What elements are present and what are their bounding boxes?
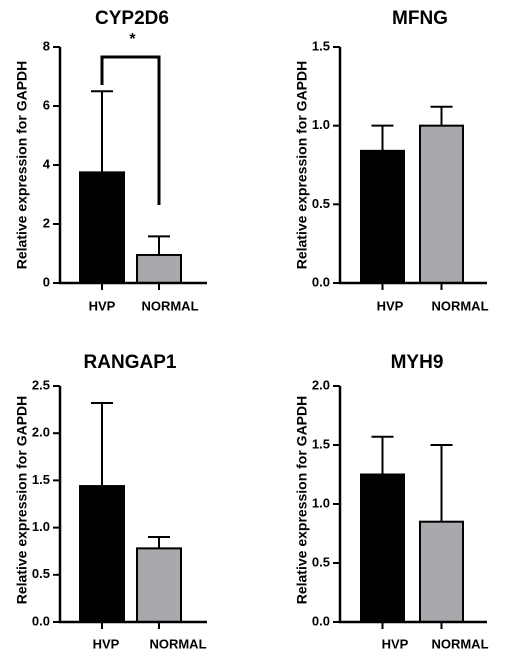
panel-title: MFNG [392, 8, 448, 29]
y-tick-label: 2.0 [312, 377, 330, 392]
significance-label: * [129, 31, 136, 48]
bar-hvp [79, 171, 125, 284]
y-tick-label: 1.0 [312, 117, 330, 132]
x-tick-label-hvp: HVP [382, 636, 409, 651]
panel-cyp2d6: CYP2D6 Relative expression for GAPDH 0 2 4 6 8… [14, 8, 207, 313]
bar-hvp [79, 485, 125, 623]
y-tick-label: 2 [43, 215, 50, 230]
x-tick-label-hvp: HVP [89, 298, 116, 313]
y-axis-label: Relative expression for GAPDH [14, 61, 30, 270]
y-tick-label: 4 [43, 156, 51, 171]
bar-normal [419, 520, 464, 624]
x-tick-label-hvp: HVP [377, 298, 404, 313]
bar-normal [136, 547, 182, 623]
y-tick-label: 2.0 [32, 425, 50, 440]
panel-title: MYH9 [391, 352, 444, 373]
x-tick-label-normal: NORMAL [149, 636, 206, 651]
y-tick-label: 0.5 [32, 566, 50, 581]
bar-normal [136, 253, 182, 285]
y-axis-label: Relative expression for GAPDH [294, 61, 310, 270]
y-tick-label: 1.5 [32, 472, 50, 487]
bar-normal [419, 124, 464, 284]
x-tick-label-hvp: HVP [93, 636, 120, 651]
bar-hvp [360, 149, 405, 284]
bar-hvp [360, 473, 405, 623]
panel-title: RANGAP1 [84, 352, 177, 373]
y-tick-label: 1.0 [312, 495, 330, 510]
y-tick-label: 0.0 [312, 274, 330, 289]
y-tick-label: 1.5 [312, 436, 330, 451]
significance-bracket [100, 55, 161, 205]
y-tick-label: 6 [43, 97, 50, 112]
y-tick-label: 2.5 [32, 377, 50, 392]
panel-title: CYP2D6 [95, 8, 169, 29]
y-tick-label: 8 [43, 38, 50, 53]
y-tick-label: 1.0 [32, 519, 50, 534]
y-axis-label: Relative expression for GAPDH [294, 396, 310, 605]
x-tick-label-normal: NORMAL [141, 298, 198, 313]
y-tick-label: 0.5 [312, 554, 330, 569]
y-tick-label: 0.5 [312, 196, 330, 211]
x-tick-label-normal: NORMAL [431, 298, 488, 313]
x-tick-label-normal: NORMAL [431, 636, 488, 651]
y-tick-label: 0.0 [32, 613, 50, 628]
y-axis-label: Relative expression for GAPDH [14, 396, 30, 605]
y-tick-label: 0.0 [312, 613, 330, 628]
y-tick-label: 1.5 [312, 38, 330, 53]
y-tick-label: 0 [43, 274, 50, 289]
